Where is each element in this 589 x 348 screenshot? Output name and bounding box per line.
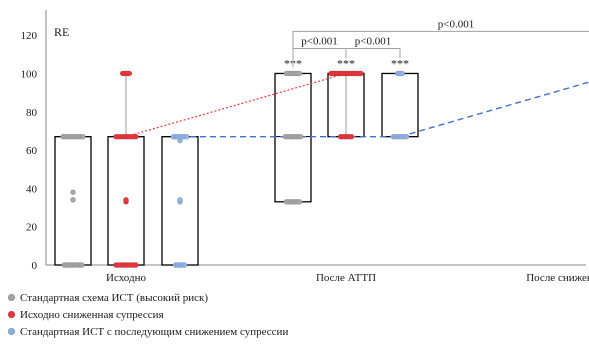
x-category-label: После АТТП xyxy=(316,272,376,284)
y-axis-label: RE xyxy=(54,25,69,39)
data-point xyxy=(358,70,364,77)
legend-dot-standard-then-reduced xyxy=(8,328,15,335)
y-tick-label: 60 xyxy=(26,145,38,157)
data-point xyxy=(126,70,133,77)
legend-label-reduced: Исходно сниженная супрессия xyxy=(20,308,164,321)
data-point xyxy=(80,133,86,140)
legend-label-standard: Стандартная схема ИСТ (высокий риск) xyxy=(20,291,209,304)
data-point xyxy=(403,133,410,140)
data-point xyxy=(296,70,303,77)
trend-line-reduced xyxy=(125,72,347,138)
chart-boxes xyxy=(54,72,419,266)
data-point xyxy=(183,133,190,140)
legend-label-standard-then-reduced: Стандартная ИСТ с последующим снижением … xyxy=(20,325,289,338)
legend-dot-reduced xyxy=(8,311,15,318)
legend-item-reduced: Исходно сниженная супрессия xyxy=(8,306,568,323)
legend-item-standard: Стандартная схема ИСТ (высокий риск) xyxy=(8,289,568,306)
legend-item-standard-then-reduced: Стандартная ИСТ с последующим снижением … xyxy=(8,323,568,340)
y-tick-label: 80 xyxy=(26,107,38,119)
data-point xyxy=(133,133,139,140)
y-tick-label: 120 xyxy=(21,30,38,42)
p-value-bracket xyxy=(345,48,401,59)
y-tick-label: 0 xyxy=(32,260,38,272)
y-tick-label: 100 xyxy=(21,68,38,80)
p-value-bracket xyxy=(292,30,589,68)
data-point xyxy=(348,133,355,140)
trend-line-standard-then-reduced xyxy=(180,81,589,138)
chart-points xyxy=(60,70,410,268)
chart-legend: Стандартная схема ИСТ (высокий риск) Исх… xyxy=(8,289,568,340)
y-tick-label: 20 xyxy=(26,222,38,234)
data-point xyxy=(399,70,406,77)
x-category-label: Исходно xyxy=(106,272,146,284)
data-point xyxy=(70,197,76,203)
p-value-label: p<0.001 xyxy=(438,18,474,30)
data-point xyxy=(296,198,303,205)
chart-trend-lines xyxy=(125,72,589,138)
data-point xyxy=(181,262,188,268)
data-point xyxy=(177,197,183,203)
data-point xyxy=(297,133,304,140)
y-tick-label: 40 xyxy=(26,183,38,195)
data-point xyxy=(78,262,85,268)
significance-stars: *** xyxy=(391,56,409,70)
data-point xyxy=(123,197,129,203)
data-point xyxy=(133,262,139,268)
x-category-label: После снижения xyxy=(526,272,589,284)
box-rect xyxy=(381,72,419,138)
significance-stars: *** xyxy=(337,56,355,70)
chart-axes: 0 20 40 60 80 100 120 RE Исходно После АТТП После … xyxy=(21,10,589,284)
chart-canvas: 0 20 40 60 80 100 120 RE Исходно После АТТП После … xyxy=(21,10,589,284)
legend-dot-standard xyxy=(8,294,15,301)
data-point xyxy=(70,189,76,196)
p-value-label: p<0.001 xyxy=(301,36,337,48)
p-value-label: p<0.001 xyxy=(355,36,391,48)
